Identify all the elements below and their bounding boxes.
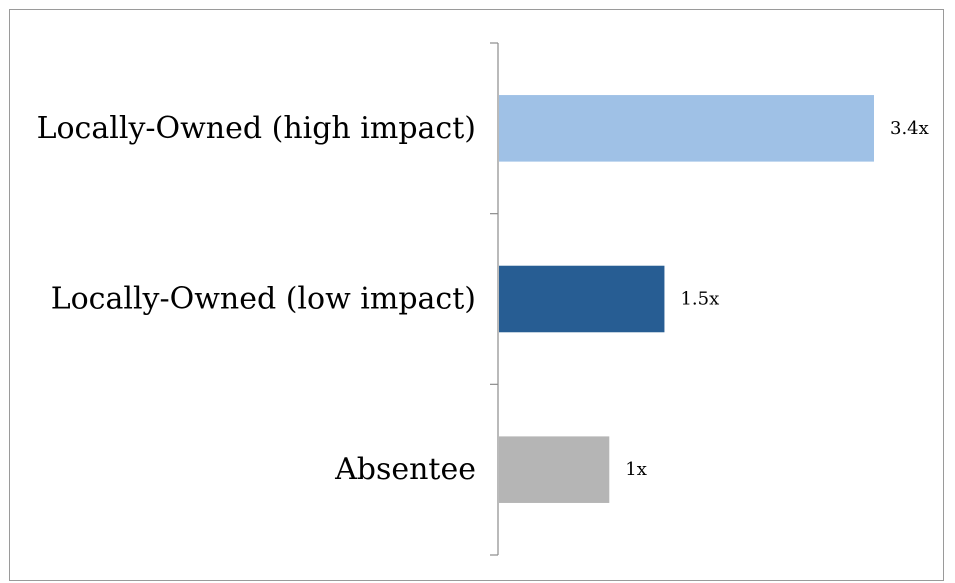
y-axis-ticks [490, 42, 498, 556]
data-label: 3.4x [890, 118, 929, 139]
value-labels: 3.4x 1.5x 1x [625, 118, 928, 480]
data-label: 1.5x [680, 289, 719, 310]
bar [499, 95, 874, 162]
bar [499, 436, 610, 503]
data-label: 1x [625, 459, 647, 480]
bar-chart: Locally-Owned (high impact) Locally-Owned… [37, 42, 929, 556]
bars [499, 95, 874, 503]
bar [499, 265, 665, 333]
category-label: Locally-Owned (high impact) [37, 111, 476, 146]
category-labels: Locally-Owned (high impact) Locally-Owned… [37, 111, 476, 487]
chart-frame: Locally-Owned (high impact) Locally-Owned… [9, 9, 944, 581]
category-label: Locally-Owned (low impact) [51, 282, 476, 317]
category-label: Absentee [334, 452, 476, 487]
